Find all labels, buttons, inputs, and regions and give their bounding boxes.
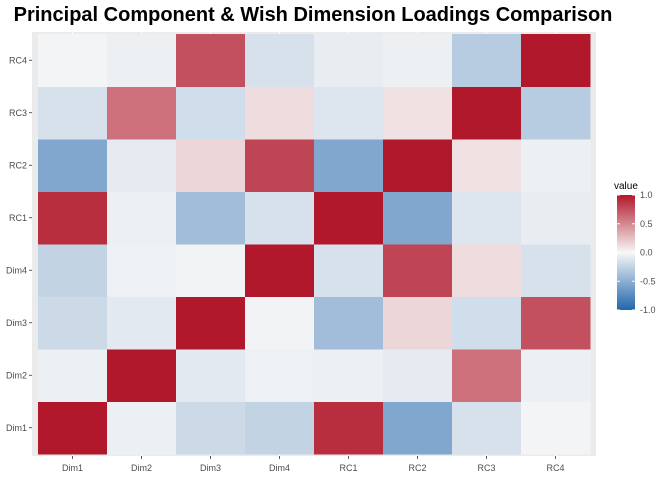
heatmap-cell-rc2-rc2 <box>383 139 453 192</box>
legend-tick-label: 0.5 <box>640 219 653 229</box>
legend-tick-label: -0.5 <box>640 276 656 286</box>
heatmap-cell-rc3-dim4 <box>245 86 315 140</box>
x-tick-label: RC4 <box>546 463 564 473</box>
heatmap-cell-dim3-rc4 <box>521 296 591 350</box>
heatmap-cell-dim1-rc2 <box>383 401 453 455</box>
heatmap-cell-rc3-dim1 <box>38 86 108 140</box>
heatmap-cell-rc2-rc1 <box>314 139 384 192</box>
heatmap-cell-rc2-dim3 <box>176 139 246 192</box>
y-tick-label: Dim2 <box>6 370 27 380</box>
y-tick-label: Dim1 <box>6 423 27 433</box>
heatmap-cell-rc1-rc4 <box>521 191 591 245</box>
heatmap-cell-rc1-dim3 <box>176 191 246 245</box>
heatmap-cell-rc3-dim3 <box>176 86 246 140</box>
legend-tick-label: 1.0 <box>640 190 653 200</box>
heatmap-cell-dim4-rc2 <box>383 244 453 297</box>
heatmap-cell-dim4-rc1 <box>314 244 384 297</box>
heatmap-cell-dim3-rc2 <box>383 296 453 350</box>
heatmap-cell-dim4-dim3 <box>176 244 246 297</box>
heatmap-cell-dim1-dim3 <box>176 401 246 455</box>
heatmap-cell-rc2-dim1 <box>38 139 108 192</box>
heatmap-cell-rc3-rc4 <box>521 86 591 140</box>
y-axis: Dim1 Dim2 Dim3 Dim4 RC1 RC2 RC3 RC4 <box>6 55 32 433</box>
heatmap-cell-rc3-rc1 <box>314 86 384 140</box>
heatmap-cell-rc4-rc2 <box>383 34 453 87</box>
x-axis: Dim1 Dim2 Dim3 Dim4 RC1 RC2 RC3 RC4 <box>62 456 565 473</box>
x-tick-label: RC1 <box>339 463 357 473</box>
heatmap-cell-rc2-dim4 <box>245 139 315 192</box>
heatmap-cell-dim2-rc3 <box>452 349 522 402</box>
heatmap-cell-rc1-dim1 <box>38 191 108 245</box>
heatmap-cell-dim1-rc3 <box>452 401 522 455</box>
heatmap-cell-dim4-rc4 <box>521 244 591 297</box>
heatmap-cell-rc4-dim1 <box>38 34 108 87</box>
heatmap-cell-dim3-rc3 <box>452 296 522 350</box>
heatmap-cell-dim1-dim4 <box>245 401 315 455</box>
y-tick-label: RC2 <box>9 160 27 170</box>
heatmap-cell-dim2-dim2 <box>107 349 177 402</box>
heatmap-cell-dim2-dim1 <box>38 349 108 402</box>
heatmap-cell-dim3-rc1 <box>314 296 384 350</box>
x-tick-label: Dim1 <box>62 463 83 473</box>
heatmap-cell-dim2-dim4 <box>245 349 315 402</box>
chart-title: Principal Component & Wish Dimension Loa… <box>13 4 613 26</box>
heatmap-cell-dim4-dim2 <box>107 244 177 297</box>
heatmap-cell-dim2-rc1 <box>314 349 384 402</box>
heatmap-cell-dim3-dim3 <box>176 296 246 350</box>
heatmap-cell-rc4-dim3 <box>176 34 246 87</box>
heatmap-cell-rc3-rc3 <box>452 86 522 140</box>
legend: value 1.0 0.5 0.0 -0.5 -1.0 <box>614 181 656 315</box>
heatmap-cell-dim4-dim1 <box>38 244 108 297</box>
heatmap-cell-rc2-dim2 <box>107 139 177 192</box>
heatmap-cell-dim3-dim4 <box>245 296 315 350</box>
heatmap-cell-rc3-dim2 <box>107 86 177 140</box>
legend-colorbar <box>617 195 635 310</box>
heatmap-cell-rc4-rc1 <box>314 34 384 87</box>
heatmap-cell-rc4-dim4 <box>245 34 315 87</box>
heatmap-cell-rc1-dim4 <box>245 191 315 245</box>
x-tick-label: Dim2 <box>131 463 152 473</box>
heatmap-cell-dim1-dim1 <box>38 401 108 455</box>
heatmap-cell-rc1-rc1 <box>314 191 384 245</box>
heatmap-cell-dim1-dim2 <box>107 401 177 455</box>
x-tick-label: Dim3 <box>200 463 221 473</box>
heatmap-cell-rc1-dim2 <box>107 191 177 245</box>
x-tick-label: Dim4 <box>269 463 290 473</box>
heatmap-cell-rc2-rc3 <box>452 139 522 192</box>
x-tick-label: RC2 <box>408 463 426 473</box>
heatmap-cell-dim2-rc2 <box>383 349 453 402</box>
heatmap-cell-dim4-rc3 <box>452 244 522 297</box>
heatmap-cell-rc4-rc3 <box>452 34 522 87</box>
heatmap-cells <box>38 34 591 455</box>
legend-tick-label: -1.0 <box>640 305 656 315</box>
y-tick-label: RC4 <box>9 55 27 65</box>
heatmap-cell-dim2-dim3 <box>176 349 246 402</box>
heatmap-cell-rc4-rc4 <box>521 34 591 87</box>
heatmap-cell-dim4-dim4 <box>245 244 315 297</box>
heatmap-cell-rc4-dim2 <box>107 34 177 87</box>
heatmap-cell-rc2-rc4 <box>521 139 591 192</box>
y-tick-label: RC1 <box>9 213 27 223</box>
y-tick-label: RC3 <box>9 108 27 118</box>
heatmap-cell-rc1-rc3 <box>452 191 522 245</box>
legend-tick-label: 0.0 <box>640 248 653 258</box>
heatmap-cell-dim3-dim2 <box>107 296 177 350</box>
y-tick-label: Dim3 <box>6 318 27 328</box>
heatmap-cell-rc3-rc2 <box>383 86 453 140</box>
heatmap-cell-dim2-rc4 <box>521 349 591 402</box>
legend-title: value <box>614 181 638 192</box>
heatmap-cell-rc1-rc2 <box>383 191 453 245</box>
y-tick-label: Dim4 <box>6 265 27 275</box>
heatmap-cell-dim1-rc1 <box>314 401 384 455</box>
heatmap-cell-dim3-dim1 <box>38 296 108 350</box>
heatmap-cell-dim1-rc4 <box>521 401 591 455</box>
x-tick-label: RC3 <box>477 463 495 473</box>
